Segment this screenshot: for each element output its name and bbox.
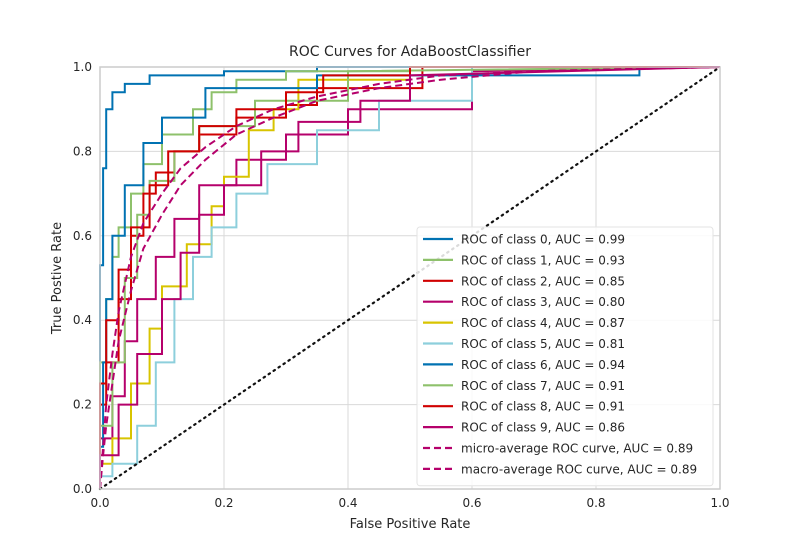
chance-diagonal-line (98, 65, 722, 491)
legend-entry: ROC of class 2, AUC = 0.85 (461, 274, 625, 288)
x-tick-label: 0.4 (338, 496, 357, 510)
roc-curve-series-5 (99, 66, 720, 489)
x-axis-label: False Positive Rate (350, 517, 471, 532)
y-tick-label: 0.2 (73, 398, 92, 412)
legend: ROC of class 0, AUC = 0.99 ROC of class 1… (416, 226, 714, 487)
x-ticks: 0.0 0.2 0.4 0.6 0.8 1.0 (90, 496, 729, 510)
legend-entry: ROC of class 1, AUC = 0.93 (461, 253, 625, 267)
x-tick-label: 0.2 (214, 496, 233, 510)
chart-title: ROC Curves for AdaBoostClassifier (289, 44, 531, 60)
legend-entry: ROC of class 0, AUC = 0.99 (461, 233, 625, 247)
x-tick-label: 0.6 (462, 496, 481, 510)
legend-entry: ROC of class 9, AUC = 0.86 (461, 421, 625, 435)
roc-curve-series-10 (99, 66, 721, 490)
legend-entry: micro-average ROC curve, AUC = 0.89 (461, 442, 693, 456)
legend-entry: ROC of class 4, AUC = 0.87 (461, 316, 625, 330)
y-tick-label: 1.0 (73, 60, 92, 74)
legend-entry: macro-average ROC curve, AUC = 0.89 (461, 462, 697, 476)
y-tick-label: 0.6 (73, 229, 92, 243)
roc-curve-series-8 (99, 66, 720, 489)
legend-entry: ROC of class 5, AUC = 0.81 (461, 337, 625, 351)
x-tick-label: 1.0 (710, 496, 729, 510)
y-tick-label: 0.0 (73, 482, 92, 496)
plot-frame (99, 66, 721, 490)
legend-box (416, 226, 714, 487)
legend-entry: ROC of class 7, AUC = 0.91 (461, 379, 625, 393)
x-tick-label: 0.0 (90, 496, 109, 510)
roc-curve-series-7 (99, 66, 721, 489)
y-ticks: 0.0 0.2 0.4 0.6 0.8 1.0 (73, 60, 92, 496)
legend-entry: ROC of class 6, AUC = 0.94 (461, 358, 625, 372)
x-tick-label: 0.8 (586, 496, 605, 510)
roc-curve-series-11 (99, 66, 721, 490)
y-tick-label: 0.8 (73, 144, 92, 158)
roc-curve-series-6 (99, 66, 720, 489)
y-axis-label: True Postive Rate (50, 222, 65, 335)
y-tick-label: 0.4 (73, 313, 92, 327)
roc-curve-series-3 (99, 66, 721, 489)
legend-entry: ROC of class 3, AUC = 0.80 (461, 295, 625, 309)
curves (98, 65, 722, 491)
roc-curve-series-0 (99, 66, 720, 489)
roc-curve-series-9 (99, 66, 721, 489)
legend-entry: ROC of class 8, AUC = 0.91 (461, 400, 625, 414)
